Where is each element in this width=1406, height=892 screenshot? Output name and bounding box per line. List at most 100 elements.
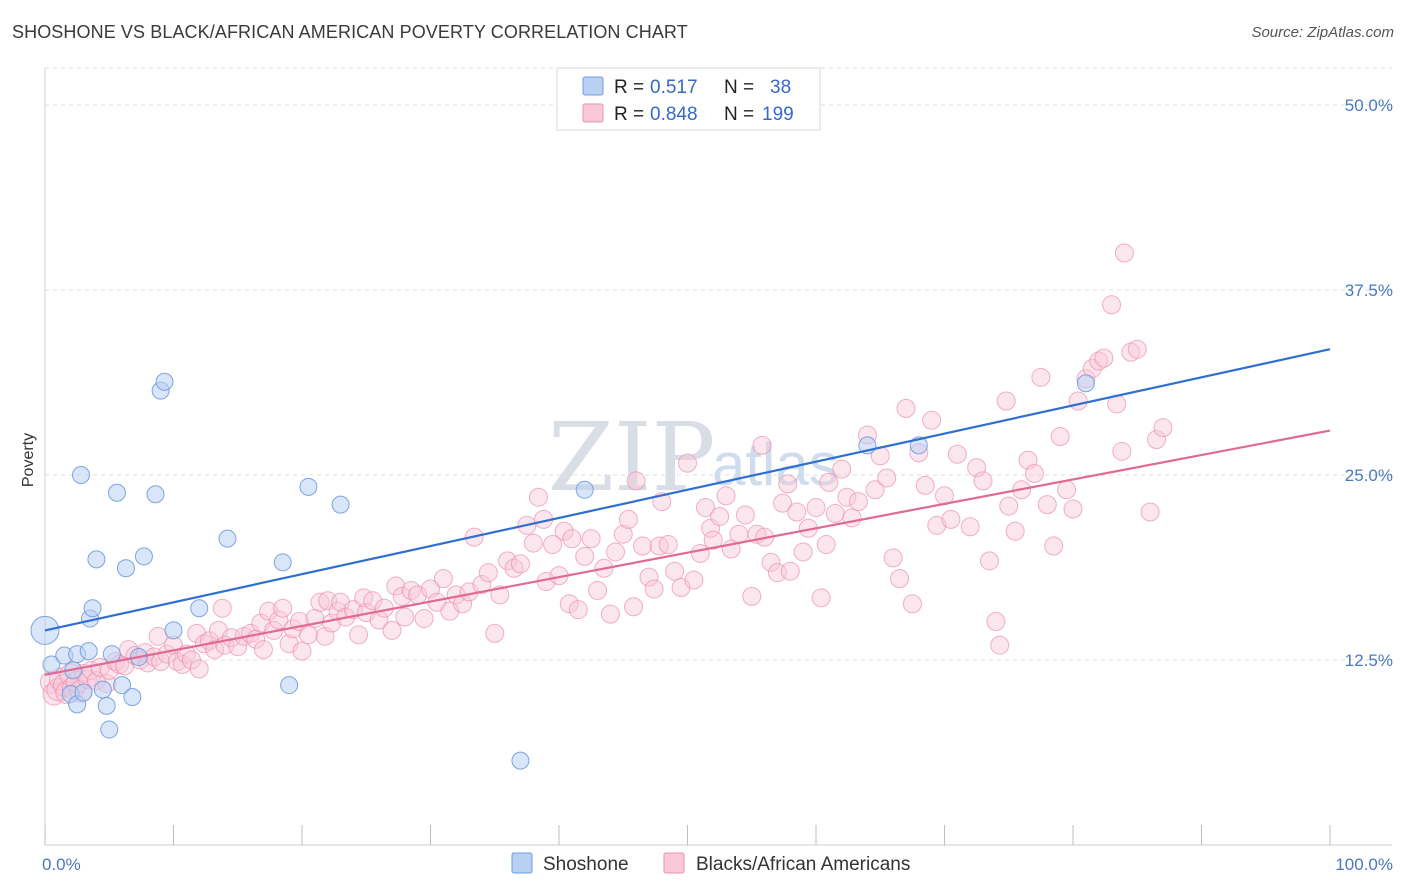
point-blacks-117 [639,567,659,587]
point-blacks-125 [684,570,704,590]
y-axis-label: Poverty [20,433,37,487]
point-blacks-111 [606,542,626,562]
point-blacks-131 [716,486,736,506]
point-blacks-75 [392,586,412,606]
point-blacks-48 [253,640,273,660]
point-blacks-187 [1057,480,1077,500]
point-blacks-59 [310,592,330,612]
trend-line-blacks [44,429,1331,676]
point-blacks-157 [865,480,885,500]
point-blacks-163 [902,594,922,614]
point-shoshone-30 [280,676,299,695]
point-shoshone-13 [93,680,112,699]
point-blacks-104 [562,529,582,549]
point-blacks-91 [490,585,510,605]
point-blacks-35 [189,659,209,679]
point-shoshone-25 [155,372,174,391]
point-blacks-188 [1063,499,1083,519]
point-blacks-165 [915,475,935,495]
bottom-legend-blacks: Blacks/African Americans [696,854,910,875]
point-shoshone-14 [97,696,116,715]
point-blacks-127 [695,498,715,518]
point-blacks-38 [205,640,225,660]
point-blacks-179 [1005,521,1025,541]
grid-lines [45,67,1392,661]
point-shoshone-26 [164,621,183,640]
point-blacks-147 [806,498,826,518]
point-blacks-202 [1153,418,1173,438]
point-shoshone-15 [100,720,119,739]
point-blacks-166 [922,410,942,430]
point-blacks-113 [618,509,638,529]
point-blacks-177 [996,391,1016,411]
point-blacks-56 [292,641,312,661]
point-blacks-137 [752,435,772,455]
point-blacks-135 [742,586,762,606]
point-blacks-73 [382,620,402,640]
point-blacks-142 [778,474,798,494]
point-blacks-152 [832,459,852,479]
point-shoshone-7 [74,683,93,702]
bottom-legend-shoshone: Shoshone [543,854,629,875]
bottom-legend-swatch-blacks [663,852,685,874]
point-blacks-194 [1102,295,1122,315]
point-shoshone-8 [71,466,90,484]
point-blacks-182 [1024,464,1044,484]
y-tick-label-1: 25.0% [1345,466,1393,485]
tick-labels: 12.5% 25.0% 37.5% 50.0% 0.0% 100.0% [42,96,1393,874]
point-blacks-89 [478,563,498,583]
y-tick-label-2: 37.5% [1345,281,1393,300]
point-blacks-76 [395,607,415,627]
point-blacks-183 [1031,367,1051,387]
point-blacks-155 [848,492,868,512]
point-blacks-116 [633,536,653,556]
point-blacks-124 [678,453,697,473]
point-blacks-110 [600,604,620,624]
point-shoshone-34 [575,480,594,499]
point-blacks-121 [658,535,678,555]
point-blacks-201 [1147,429,1167,449]
point-blacks-82 [433,569,453,589]
point-blacks-139 [761,552,781,572]
point-blacks-178 [999,496,1019,516]
point-blacks-174 [979,551,999,571]
axes [44,68,1392,846]
point-shoshone-11 [83,599,102,618]
legend-n-value-1: 38 [770,77,791,98]
point-blacks-88 [472,575,492,595]
point-shoshone-23 [146,485,165,504]
point-shoshone-17 [107,483,126,502]
point-blacks-114 [624,597,644,617]
point-blacks-150 [819,472,839,492]
point-blacks-129 [703,530,723,550]
legend-swatch-blacks [582,103,604,123]
point-blacks-108 [588,580,608,600]
point-shoshone-20 [123,688,142,706]
series-legend: Shoshone Blacks/African Americans [511,852,910,875]
point-blacks-143 [780,561,800,581]
legend-r-value-2: 0.848 [650,104,698,125]
legend-swatch-shoshone [582,76,604,96]
legend-n-label-2: N = [724,104,754,125]
legend-r-label-2: R = [614,104,644,125]
source-label: Source: ZipAtlas.com [1251,24,1394,41]
y-tick-label-0: 12.5% [1345,651,1393,670]
point-blacks-171 [960,517,980,537]
point-blacks-170 [947,444,967,464]
point-blacks-141 [773,493,793,513]
point-blacks-57 [298,625,318,645]
point-blacks-159 [877,468,897,488]
point-blacks-100 [543,535,563,555]
point-blacks-189 [1068,391,1088,411]
y-tick-label-3: 50.0% [1345,96,1393,115]
point-blacks-102 [554,521,574,541]
point-blacks-134 [735,505,755,525]
point-blacks-149 [816,535,836,555]
point-shoshone-31 [299,477,318,496]
point-blacks-153 [837,487,857,507]
point-blacks-106 [575,546,595,566]
point-blacks-133 [729,524,749,544]
point-blacks-176 [990,635,1010,655]
point-shoshone-9 [79,642,98,661]
point-blacks-118 [644,579,664,599]
